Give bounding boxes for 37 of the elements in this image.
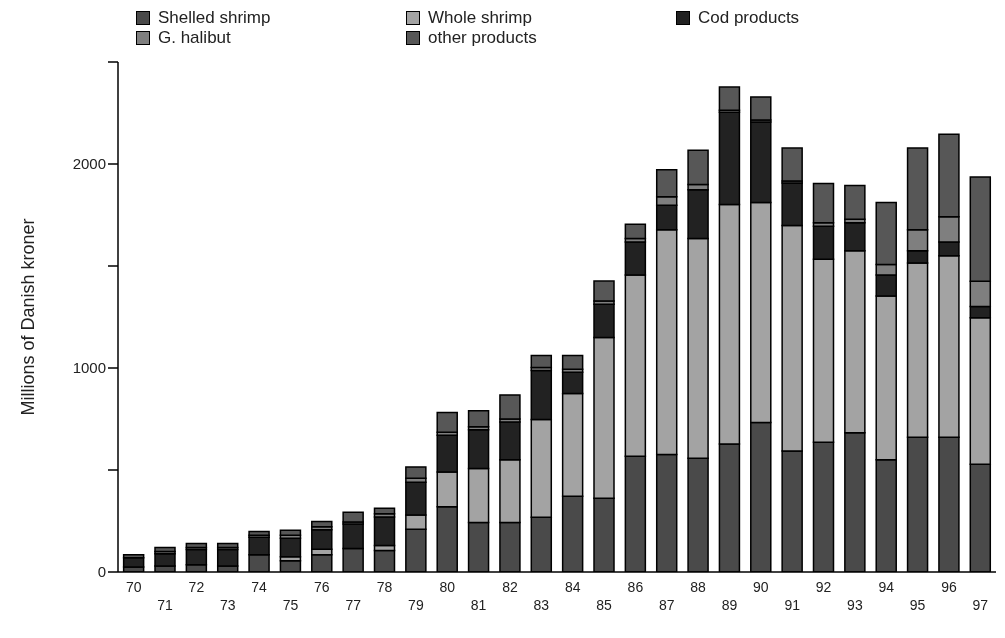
- legend-label: Shelled shrimp: [158, 8, 271, 28]
- x-tick-label: 96: [941, 579, 957, 595]
- x-tick-label: 72: [188, 579, 205, 595]
- legend-label: Cod products: [698, 8, 800, 28]
- x-tick-label: 85: [596, 597, 613, 613]
- x-tick-label: 76: [314, 579, 330, 595]
- x-tick-label: 89: [721, 597, 738, 613]
- x-tick-label: 93: [847, 597, 863, 613]
- x-tick-label: 88: [690, 579, 707, 595]
- y-tick-label: 0: [97, 563, 106, 581]
- x-tick-label: 94: [878, 579, 895, 595]
- x-tick-label: 91: [784, 597, 801, 613]
- x-tick-label: 78: [376, 579, 393, 595]
- x-tick-label: 75: [282, 597, 299, 613]
- x-tick-label: 95: [909, 597, 926, 613]
- x-tick-label: 79: [408, 597, 424, 613]
- x-tick-label: 83: [533, 597, 550, 613]
- x-tick-label: 92: [815, 579, 832, 595]
- x-tick-label: 77: [345, 597, 362, 613]
- x-tick-label: 70: [125, 579, 142, 595]
- x-tick-label: 97: [972, 597, 989, 613]
- y-tick-label: 2000: [72, 155, 106, 173]
- y-axis-title: Millions of Danish kroner: [18, 218, 39, 416]
- legend-label: G. halibut: [158, 28, 231, 48]
- legend-label: other products: [428, 28, 537, 48]
- x-tick-label: 87: [658, 597, 675, 613]
- x-tick-label: 81: [470, 597, 487, 613]
- legend-label: Whole shrimp: [428, 8, 532, 28]
- x-tick-label: 90: [753, 579, 769, 595]
- x-tick-label: 80: [439, 579, 456, 595]
- x-tick-label: 84: [564, 579, 581, 595]
- x-tick-label: 86: [627, 579, 644, 595]
- x-tick-label: 73: [219, 597, 236, 613]
- x-tick-label: 82: [502, 579, 518, 595]
- y-tick-label: 1000: [72, 359, 106, 377]
- x-tick-label: 71: [157, 597, 174, 613]
- x-tick-label: 74: [251, 579, 268, 595]
